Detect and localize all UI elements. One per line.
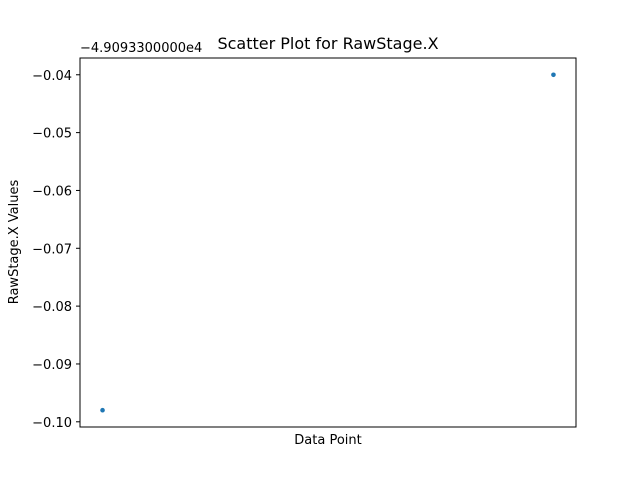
chart-title: Scatter Plot for RawStage.X <box>217 34 438 53</box>
data-point <box>551 72 556 78</box>
y-tick-label: −0.06 <box>32 184 72 199</box>
y-offset-label: −4.9093300000e4 <box>80 41 202 56</box>
y-axis-label: RawStage.X Values <box>7 180 22 305</box>
y-axis-ticks: −0.04 −0.05 −0.06 −0.07 −0.08 −0.09 −0.10 <box>32 69 80 431</box>
y-tick-label: −0.04 <box>32 69 72 84</box>
data-points <box>100 72 556 413</box>
y-tick-label: −0.07 <box>32 242 72 257</box>
y-tick-label: −0.10 <box>32 416 72 431</box>
x-axis-label: Data Point <box>294 433 361 448</box>
y-tick-label: −0.09 <box>32 358 72 373</box>
data-point <box>100 407 105 413</box>
y-tick-label: −0.05 <box>32 127 72 142</box>
plot-area-frame <box>79 57 577 428</box>
y-tick-label: −0.08 <box>32 300 72 315</box>
